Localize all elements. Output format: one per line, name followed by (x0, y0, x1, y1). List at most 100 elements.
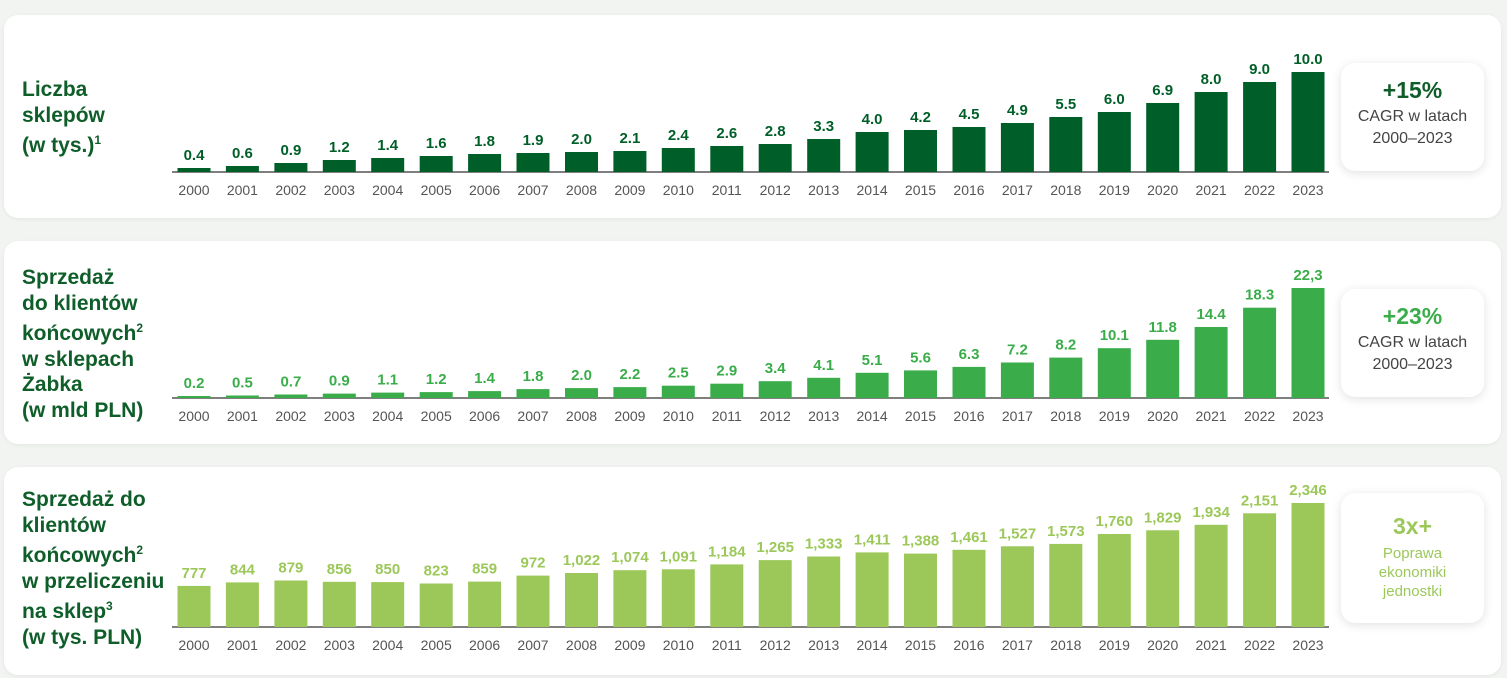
data-label-2019: 1,760 (1096, 513, 1134, 530)
per-store-title-line: (w tys. PLN) (22, 625, 143, 649)
tick-label-2015: 2015 (905, 637, 936, 653)
data-label-2007: 972 (520, 555, 545, 572)
tick-label-2015: 2015 (905, 408, 936, 424)
stores-title-text: (w tys.) (22, 134, 95, 157)
tick-label-2022: 2022 (1244, 637, 1275, 653)
tick-label-2011: 2011 (712, 637, 742, 653)
data-label-2019: 6.0 (1104, 91, 1125, 108)
data-label-2011: 2.9 (716, 363, 737, 380)
tick-label-2000: 2000 (178, 182, 209, 198)
per-store-kpi-card: 3x+ Poprawa ekonomiki jednostki (1341, 493, 1484, 623)
bar-2002 (274, 580, 308, 627)
data-label-2012: 3.4 (765, 360, 787, 377)
data-label-2019: 10.1 (1100, 327, 1129, 344)
tick-label-2005: 2005 (421, 182, 452, 198)
bar-2016 (952, 127, 986, 172)
bar-2009 (613, 387, 647, 398)
bar-2007 (516, 575, 550, 627)
kpi-sub-line: CAGR w latach (1357, 334, 1468, 351)
tick-label-2017: 2017 (1002, 408, 1033, 424)
bar-2009 (613, 151, 647, 172)
tick-label-2016: 2016 (953, 408, 984, 424)
tick-label-2012: 2012 (760, 408, 791, 424)
bar-2004 (371, 392, 405, 398)
bar-2021 (1194, 524, 1228, 627)
tick-label-2014: 2014 (857, 637, 888, 653)
data-label-2020: 6.9 (1152, 82, 1173, 99)
tick-label-2009: 2009 (614, 182, 645, 198)
per-store-title-text: na sklep (22, 600, 107, 623)
data-label-2000: 0.2 (184, 375, 205, 392)
sales-title-line: Sprzedaż (22, 266, 115, 289)
tick-label-2007: 2007 (517, 182, 548, 198)
tick-label-2013: 2013 (808, 637, 839, 653)
bar-2016 (952, 366, 986, 398)
tick-label-2020: 2020 (1147, 182, 1178, 198)
tick-label-2017: 2017 (1002, 182, 1033, 198)
data-label-2003: 1.2 (329, 139, 350, 156)
data-label-2016: 1,461 (950, 529, 988, 546)
stores-title-line: Liczba (22, 78, 88, 101)
bar-2011 (710, 564, 744, 627)
sales-kpi-sub: CAGR w latach 2000–2023 (1341, 332, 1484, 376)
tick-label-2003: 2003 (324, 637, 355, 653)
data-label-2010: 2.4 (668, 127, 690, 144)
sales-kpi-value: +23% (1382, 303, 1443, 329)
data-label-2006: 1.8 (474, 133, 495, 150)
bar-2015 (904, 370, 937, 398)
tick-label-2019: 2019 (1099, 637, 1130, 653)
bar-2012 (758, 144, 792, 172)
per-store-title-line: końcowych2 (22, 538, 164, 569)
tick-label-2006: 2006 (469, 408, 500, 424)
kpi-sub-line: Poprawa (1382, 545, 1443, 562)
kpi-sub-line: ekonomiki (1378, 564, 1447, 581)
bar-2011 (710, 146, 744, 172)
data-label-2001: 0.6 (232, 145, 253, 162)
per-store-footnote: 2 (136, 543, 144, 557)
tick-label-2021: 2021 (1196, 637, 1227, 653)
kpi-sub-line: 2000–2023 (1372, 356, 1453, 373)
bar-2022 (1243, 307, 1277, 398)
tick-label-2002: 2002 (275, 182, 306, 198)
data-label-2009: 2.1 (619, 130, 640, 147)
data-label-2020: 11.8 (1149, 319, 1177, 336)
data-label-2022: 2,151 (1241, 492, 1279, 509)
tick-label-2010: 2010 (663, 637, 694, 653)
tick-label-2011: 2011 (712, 408, 742, 424)
tick-label-2009: 2009 (614, 408, 645, 424)
per-store-kpi-sub: Poprawa ekonomiki jednostki (1341, 544, 1484, 601)
data-label-2004: 1.1 (377, 372, 398, 389)
stores-footnote: 1 (94, 133, 102, 147)
kpi-sub-line: jednostki (1382, 583, 1443, 600)
stores-kpi-sub: CAGR w latach 2000–2023 (1341, 106, 1484, 150)
sales-kpi-card: +23% CAGR w latach 2000–2023 (1341, 289, 1484, 397)
data-label-2000: 0.4 (184, 147, 206, 164)
bar-2008 (565, 388, 598, 398)
sales-title-text: końcowych (22, 322, 137, 345)
bar-2000 (177, 585, 211, 627)
kpi-sub-line: CAGR w latach (1357, 108, 1468, 125)
bar-2017 (1000, 362, 1034, 398)
tick-label-2001: 2001 (227, 637, 258, 653)
tick-label-2021: 2021 (1196, 408, 1227, 424)
tick-label-2018: 2018 (1050, 637, 1081, 653)
tick-label-2004: 2004 (372, 408, 403, 424)
bar-2014 (855, 132, 889, 172)
bar-2013 (807, 139, 841, 172)
bar-2005 (419, 156, 453, 172)
tick-label-2008: 2008 (566, 637, 597, 653)
data-label-2014: 4.0 (862, 111, 883, 128)
bar-2004 (371, 158, 405, 172)
data-label-2014: 5.1 (862, 352, 883, 369)
tick-label-2003: 2003 (324, 408, 355, 424)
data-label-2003: 0.9 (329, 373, 350, 390)
bar-2022 (1243, 513, 1277, 627)
per-store-title-line: na sklep3 (22, 594, 164, 625)
sales-title-line: do klientów (22, 291, 138, 315)
tick-label-2020: 2020 (1147, 637, 1178, 653)
bar-2019 (1097, 348, 1131, 398)
stores-chart: 0.4 2000 0.6 2001 0.9 2002 1.2 2003 1.4 2004 1.6 20… (172, 51, 1329, 198)
tick-label-2015: 2015 (905, 182, 936, 198)
per-store-chart: 777 2000 844 2001 879 2002 856 2003 850 2004 823 20… (172, 482, 1329, 653)
bar-2013 (807, 556, 841, 627)
